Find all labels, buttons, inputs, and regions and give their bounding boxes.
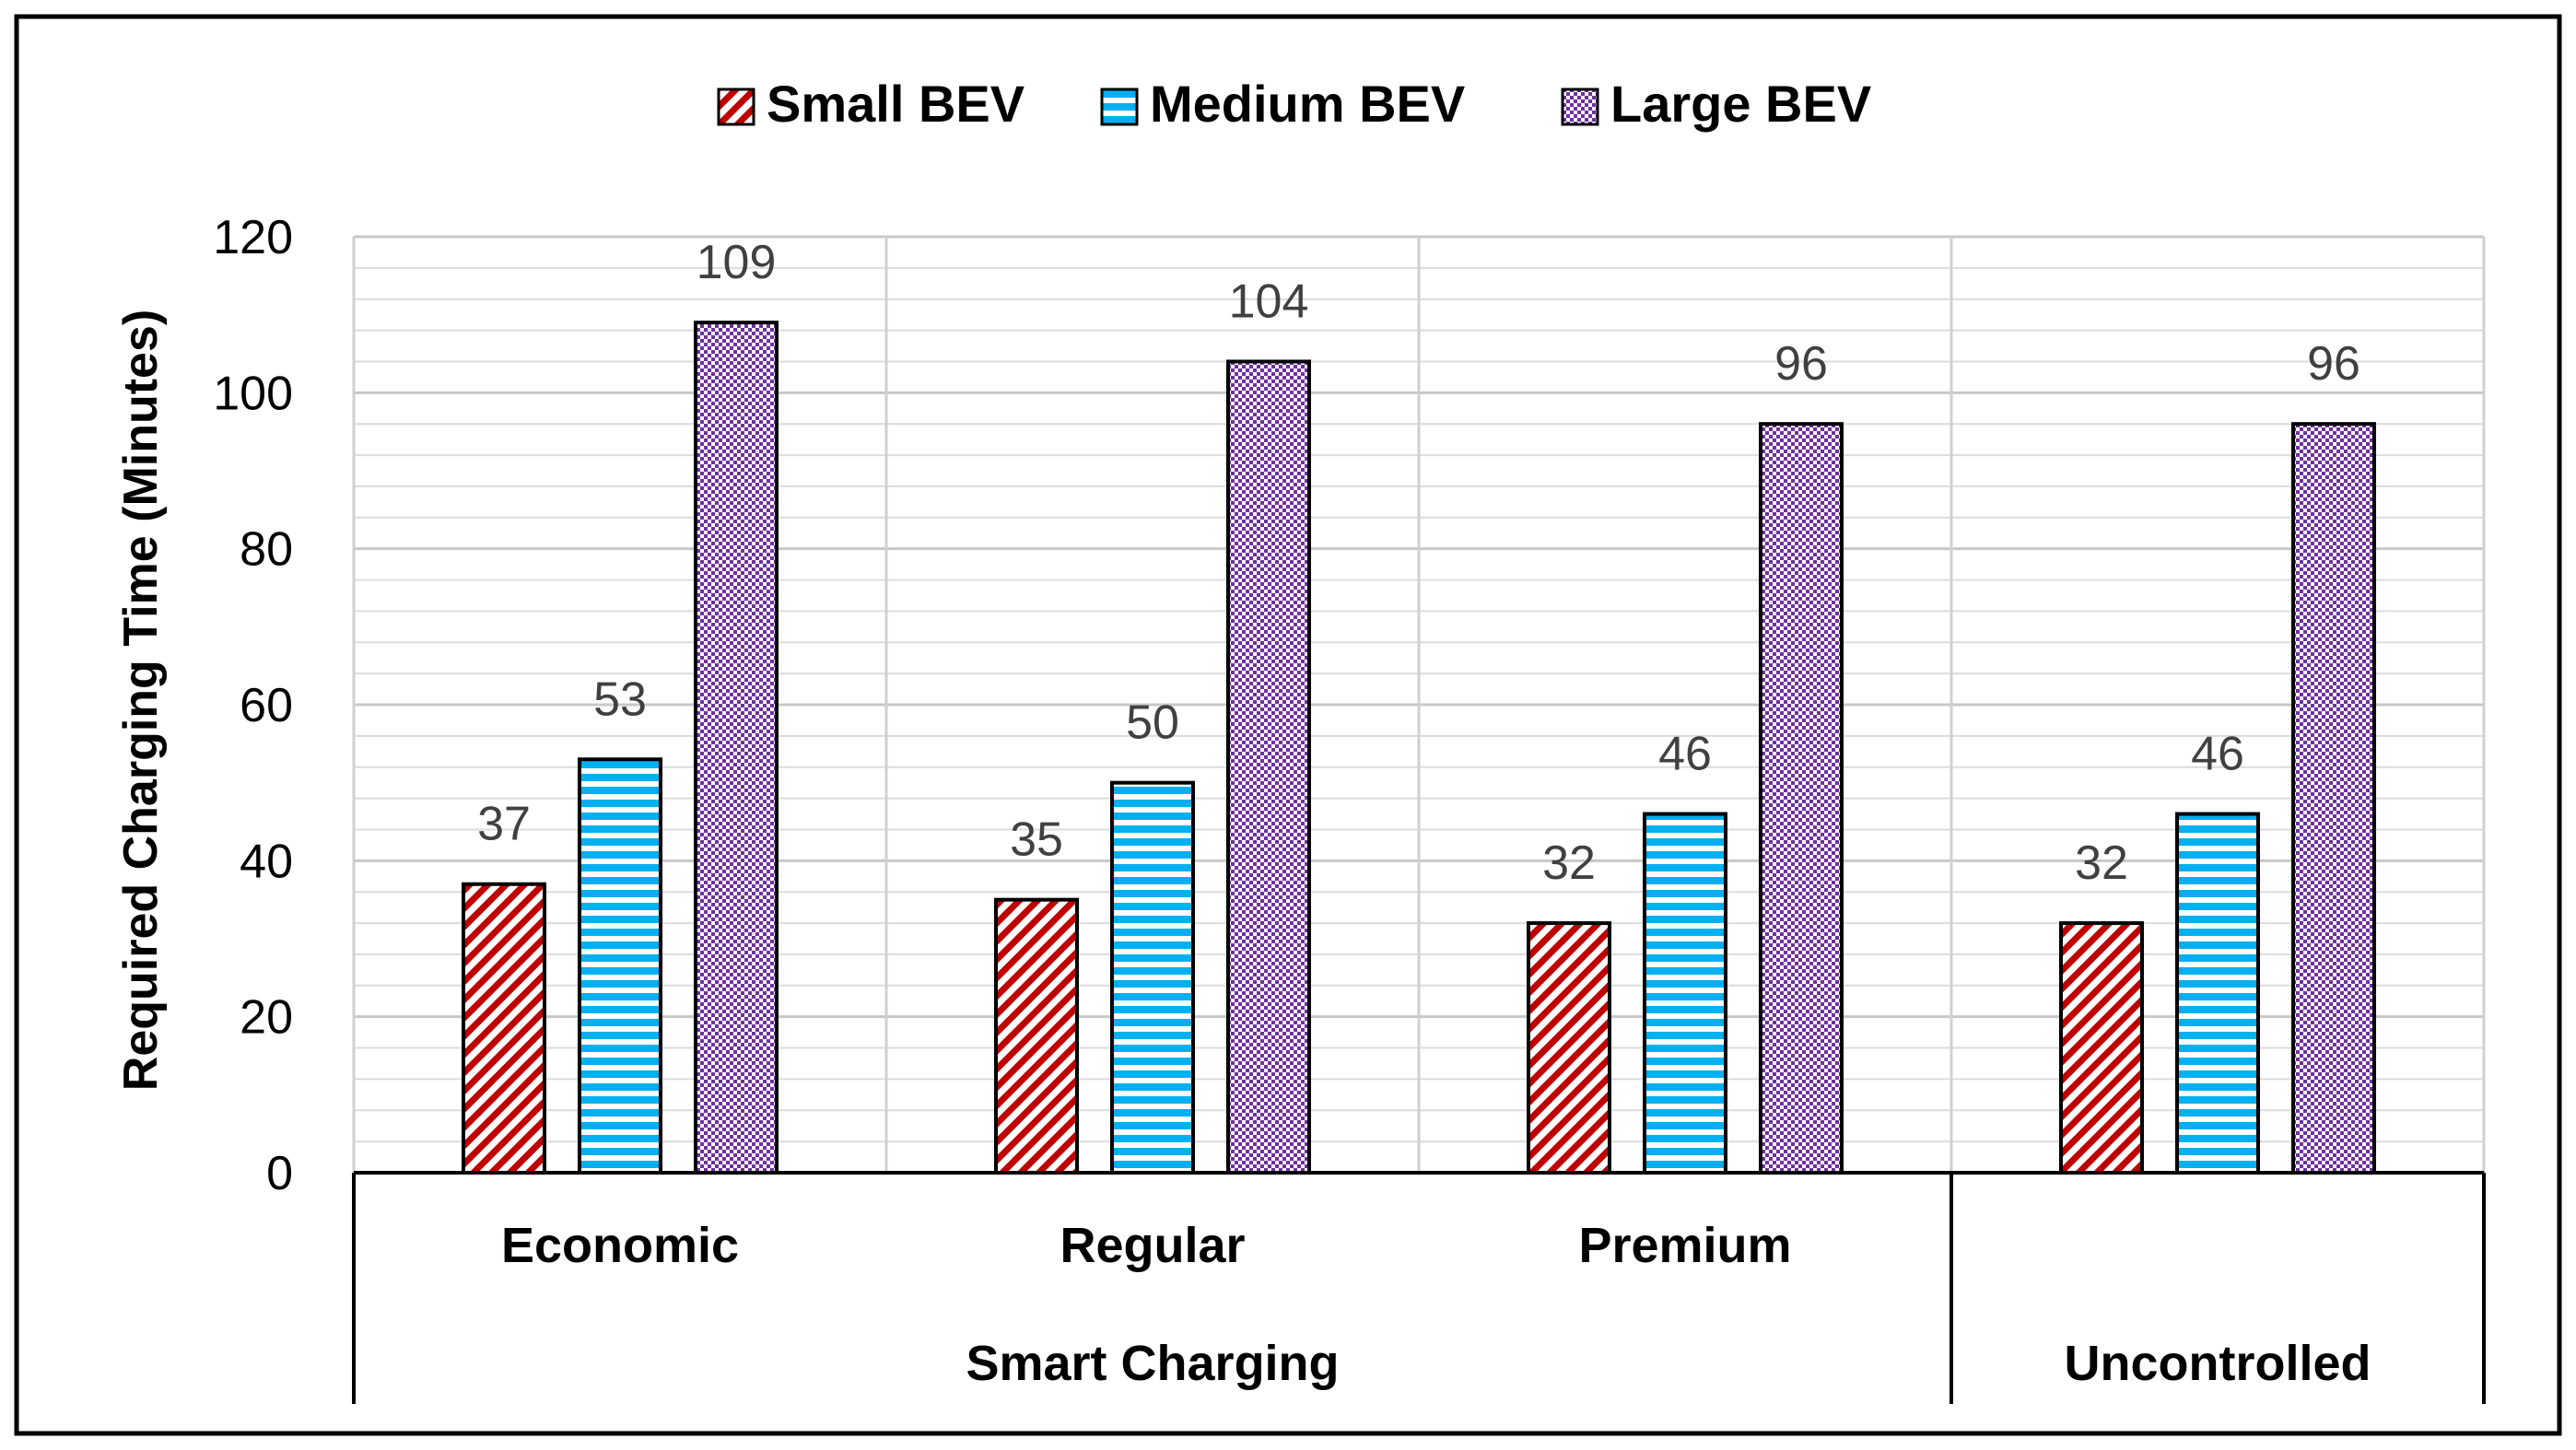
bar-large-bev <box>1226 359 1311 1175</box>
category-axis: Economic Regular Premium Smart Charging Unco… <box>501 1218 2371 1391</box>
y-tick-label: 0 <box>266 1147 293 1200</box>
legend-swatch <box>1100 88 1139 126</box>
group-label: Uncontrolled <box>2065 1336 2371 1391</box>
data-label: 53 <box>593 672 647 726</box>
y-tick-label: 120 <box>213 211 293 264</box>
data-label: 37 <box>477 798 531 851</box>
bar-medium-bev <box>2175 812 2260 1175</box>
y-axis-title: Required Charging Time (Minutes) <box>114 310 168 1091</box>
legend: Small BEV Medium BEV Large BEV <box>717 75 1871 133</box>
y-tick-label: 40 <box>240 835 293 888</box>
data-label: 46 <box>2191 728 2244 781</box>
bar-large-bev <box>1759 422 1844 1175</box>
data-label: 50 <box>1126 696 1179 750</box>
axes <box>352 1171 2486 1404</box>
data-label: 32 <box>2075 836 2128 890</box>
bar-small-bev <box>1527 921 1611 1175</box>
bar-large-bev <box>694 321 779 1175</box>
data-label: 109 <box>697 236 777 289</box>
y-tick-labels: 0 20 40 60 80 100 120 <box>213 211 293 1200</box>
legend-label: Small BEV <box>767 75 1025 133</box>
data-label: 104 <box>1229 275 1309 328</box>
group-label: Smart Charging <box>966 1336 1339 1391</box>
y-tick-label: 100 <box>213 367 293 420</box>
bar-small-bev <box>994 897 1079 1175</box>
bar-medium-bev <box>578 757 662 1175</box>
legend-swatch <box>1561 88 1599 126</box>
category-label: Regular <box>1060 1218 1245 1273</box>
data-label: 96 <box>2307 337 2360 391</box>
category-label: Premium <box>1578 1218 1791 1273</box>
legend-swatch <box>717 88 755 126</box>
bar-small-bev <box>2059 921 2144 1175</box>
legend-label: Large BEV <box>1610 75 1871 133</box>
y-tick-label: 20 <box>240 991 293 1045</box>
data-label: 96 <box>1774 337 1828 391</box>
data-label: 46 <box>1658 728 1712 781</box>
data-label: 32 <box>1542 836 1596 890</box>
bar-medium-bev <box>1110 780 1195 1175</box>
bar-medium-bev <box>1643 812 1727 1175</box>
category-label: Economic <box>501 1218 739 1273</box>
y-tick-label: 80 <box>240 523 293 577</box>
y-tick-label: 60 <box>240 679 293 732</box>
bar-large-bev <box>2291 422 2376 1175</box>
bar-small-bev <box>462 882 546 1175</box>
data-label: 35 <box>1010 813 1063 867</box>
data-labels: 37 35 32 32 53 50 46 46 109 104 96 96 <box>477 236 2360 890</box>
legend-label: Medium BEV <box>1150 75 1465 133</box>
